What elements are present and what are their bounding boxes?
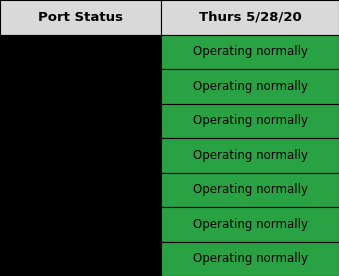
Text: Thurs 5/28/20: Thurs 5/28/20 <box>199 11 301 24</box>
Bar <box>0 69 161 104</box>
Bar <box>0 172 161 207</box>
Bar <box>0 34 161 69</box>
Bar <box>161 104 339 138</box>
Bar <box>161 0 339 34</box>
Bar <box>0 207 161 242</box>
Text: Operating normally: Operating normally <box>193 80 307 93</box>
Text: Operating normally: Operating normally <box>193 252 307 265</box>
Bar <box>161 172 339 207</box>
Bar <box>161 242 339 276</box>
Bar <box>161 34 339 69</box>
Bar <box>161 138 339 172</box>
Text: Operating normally: Operating normally <box>193 114 307 127</box>
Bar <box>0 138 161 172</box>
Bar <box>0 104 161 138</box>
Text: Operating normally: Operating normally <box>193 218 307 231</box>
Text: Port Status: Port Status <box>38 11 123 24</box>
Bar <box>0 0 161 34</box>
Bar <box>161 207 339 242</box>
Text: Operating normally: Operating normally <box>193 45 307 58</box>
Bar <box>161 69 339 104</box>
Text: Operating normally: Operating normally <box>193 149 307 162</box>
Text: Operating normally: Operating normally <box>193 183 307 196</box>
Bar <box>0 242 161 276</box>
